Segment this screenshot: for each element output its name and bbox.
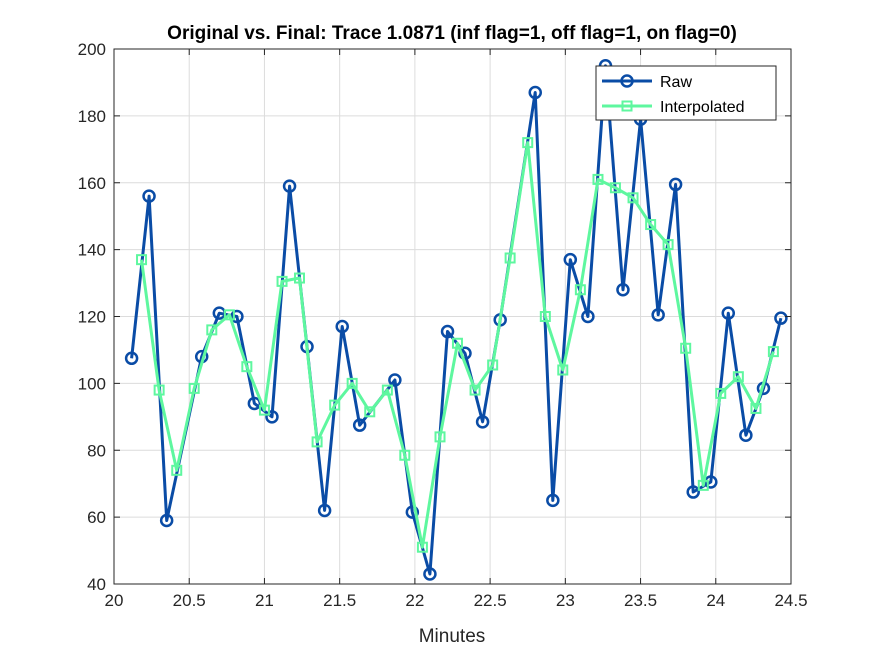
data-point [423,567,437,581]
data-point [153,384,165,396]
data-point [311,436,323,448]
data-point [721,306,736,320]
legend-marker [621,100,633,112]
data-point [504,252,516,264]
data-point [352,418,367,432]
data-point [405,505,420,519]
data-point [686,485,700,499]
data-point [546,493,560,508]
data-point [528,85,542,100]
series-1 [136,137,779,553]
data-point [609,182,621,194]
x-tick-label: 23.5 [624,591,657,610]
data-point [282,179,297,193]
x-tick-label: 22 [405,591,424,610]
data-point [592,173,604,185]
data-point [522,137,534,149]
x-tick-label: 20.5 [173,591,206,610]
data-point [451,337,463,349]
data-point [124,351,139,366]
x-axis-label: Minutes [419,626,486,647]
series-line [140,141,775,549]
data-point [458,346,472,361]
data-point [627,192,639,204]
y-tick-label: 120 [78,308,106,327]
data-point [206,324,218,336]
data-point [317,503,332,518]
data-point [136,254,148,266]
y-tick-label: 60 [87,508,106,527]
data-point [241,361,253,373]
legend-marker [620,74,634,88]
data-point [171,464,183,476]
x-tick-label: 22.5 [474,591,507,610]
x-tick-label: 20 [105,591,124,610]
data-point [335,319,349,334]
data-point [434,431,446,443]
data-point [469,384,481,396]
data-point [750,402,762,414]
y-tick-label: 200 [78,40,106,59]
data-point [247,396,262,411]
data-point [223,309,235,321]
data-point [399,449,411,461]
data-point [159,513,174,528]
y-tick-label: 160 [78,174,106,193]
y-tick-label: 180 [78,107,106,126]
data-point [774,311,788,325]
data-point [416,541,428,553]
y-tick-label: 140 [78,241,106,260]
data-point [680,342,692,354]
data-point [732,371,744,383]
data-point [265,410,279,424]
data-point [487,359,499,371]
data-point [293,272,305,284]
data-point [142,189,156,203]
data-point [739,428,753,442]
data-point [715,387,727,399]
data-point [440,324,455,339]
data-point [475,415,490,429]
series-layer [124,58,788,581]
x-tick-label: 24 [706,591,725,610]
data-point [662,239,674,251]
legend-item: Raw [602,74,692,91]
chart-title: Original vs. Final: Trace 1.0871 (inf fl… [167,23,737,44]
data-point [329,399,341,411]
data-point [668,177,683,192]
x-tick-label: 24.5 [774,591,807,610]
y-tick-label: 80 [87,441,106,460]
data-point [574,284,586,296]
legend-label: Interpolated [660,99,745,116]
x-tick-label: 21 [255,591,274,610]
data-point [651,308,665,322]
data-point [388,373,402,387]
data-point [581,309,595,324]
data-point [276,275,288,287]
data-point [616,283,630,297]
legend-item: Interpolated [602,99,745,116]
data-point [563,252,578,267]
legend: Raw Interpolated [595,65,777,121]
data-point [381,384,393,396]
data-point [346,377,358,389]
data-point [539,311,551,322]
y-tick-label: 40 [87,575,106,594]
legend-label: Raw [660,74,692,91]
data-point [767,346,779,358]
data-point [697,479,709,491]
data-point [258,404,270,416]
data-point [645,219,657,231]
data-point [557,364,569,376]
axis-ticks: 20 20.5 21 21.5 22 22.5 23 23.5 24 24.5 40 60 80 100 1… [78,40,808,610]
data-point [364,406,376,418]
data-point [188,382,200,394]
y-tick-label: 100 [78,374,106,393]
x-tick-label: 23 [556,591,575,610]
x-tick-label: 21.5 [323,591,356,610]
